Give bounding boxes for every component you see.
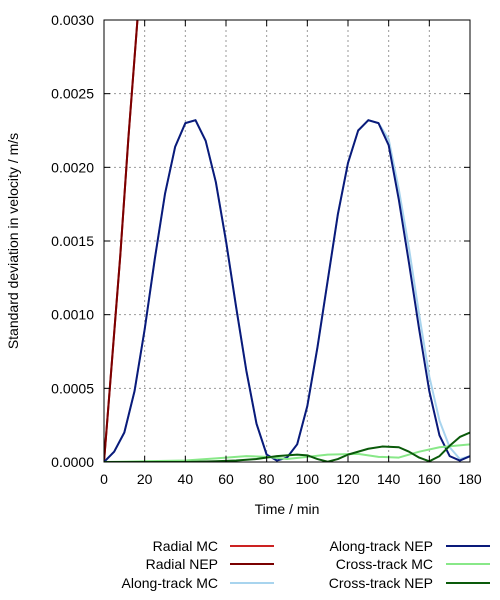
y-tick-label: 0.0005: [51, 380, 94, 396]
x-tick-label: 0: [100, 471, 108, 487]
y-tick-label: 0.0000: [51, 454, 94, 470]
series-line-radial-nep: [104, 20, 139, 462]
legend-label-cross-track-mc: Cross-track MC: [336, 556, 433, 572]
x-tick-label: 100: [296, 471, 320, 487]
y-tick-label: 0.0020: [51, 159, 94, 175]
legend-label-along-track-nep: Along-track NEP: [330, 538, 433, 554]
x-tick-label: 180: [458, 471, 482, 487]
legend: Radial MC Radial NEP Along-track MC Along-t…: [122, 538, 490, 591]
y-axis-title: Standard deviation in velocity / m/s: [5, 133, 21, 349]
legend-label-radial-nep: Radial NEP: [146, 556, 218, 572]
y-tick-label: 0.0010: [51, 307, 94, 323]
y-tick-label: 0.0030: [51, 12, 94, 28]
x-axis-title: Time / min: [255, 501, 320, 517]
series-line-cross-track-mc: [104, 443, 470, 462]
y-tick-label: 0.0025: [51, 86, 94, 102]
x-tick-label: 160: [418, 471, 442, 487]
legend-label-radial-mc: Radial MC: [153, 538, 218, 554]
series-layer: [104, 20, 470, 462]
legend-label-cross-track-nep: Cross-track NEP: [329, 575, 433, 591]
x-tick-label: 140: [377, 471, 401, 487]
series-line-along-track-mc: [104, 119, 470, 462]
x-tick-label: 60: [218, 471, 234, 487]
series-line-cross-track-nep: [104, 431, 470, 462]
x-tick-label: 40: [178, 471, 194, 487]
legend-label-along-track-mc: Along-track MC: [122, 575, 218, 591]
x-tick-label: 80: [259, 471, 275, 487]
series-line-along-track-nep: [104, 119, 470, 462]
y-tick-label: 0.0015: [51, 233, 94, 249]
tick-layer: 0 20 40 60 80 100 120 140 160 180 0.0000 0.0005 0.00…: [51, 12, 482, 487]
x-tick-label: 120: [336, 471, 360, 487]
grid-layer: [104, 20, 470, 462]
x-tick-label: 20: [137, 471, 153, 487]
